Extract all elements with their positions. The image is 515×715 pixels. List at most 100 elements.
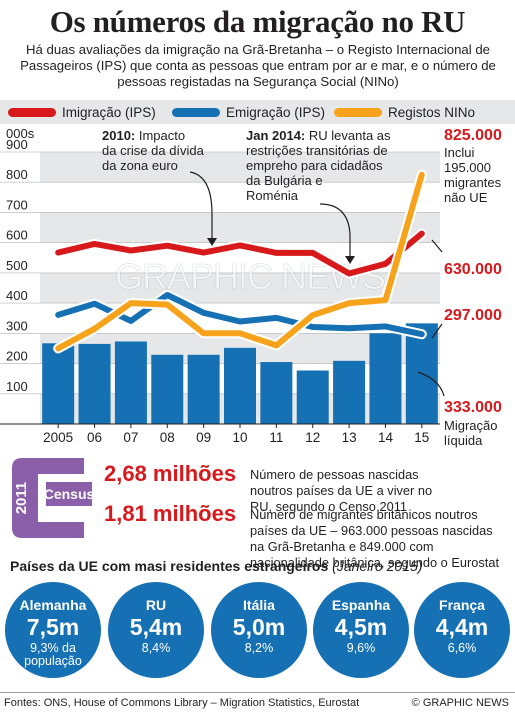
country-circle-france: França 4,4m 6,6% <box>414 582 510 678</box>
annotation-2010-line2: da crise da dívida <box>102 143 205 158</box>
legend-label-emigration: Emigração (IPS) <box>226 104 326 120</box>
country-pop: 7,5m <box>26 614 80 640</box>
series-line-imigra-o-ips- <box>55 230 425 277</box>
y-tick-label: 700 <box>6 197 28 212</box>
x-tick-label: 10 <box>232 430 247 445</box>
x-tick-label: 11 <box>269 430 283 445</box>
bar-net-migration <box>296 370 329 424</box>
bar-net-migration <box>114 341 147 424</box>
annotation-2014-arrow <box>345 256 355 264</box>
legend-label-immigration: Imigração (IPS) <box>62 104 156 120</box>
bar-net-migration <box>260 362 293 424</box>
legend-item-nino: Registos NINo <box>334 100 475 124</box>
country-circle-germany: Alemanha 7,5m 9,3% da população <box>5 582 101 678</box>
y-tick-label: 800 <box>6 167 28 182</box>
y-axis-unit: 000s <box>6 126 35 141</box>
stat-census-text: Número de pessoas nascidas noutros paíse… <box>250 467 433 514</box>
country-circle-spain: Espanha 4,5m 9,6% <box>313 582 409 678</box>
country-pct: 8,4% <box>141 641 171 655</box>
page-title: Os números da migração no RU <box>49 4 466 39</box>
census-label: Census <box>44 486 94 502</box>
x-tick-label: 06 <box>87 430 102 445</box>
stat-census-value: 2,68 milhões <box>104 461 237 486</box>
label-nino-note: não UE <box>444 190 488 205</box>
country-name: Alemanha <box>19 597 87 613</box>
country-name: RU <box>145 597 167 613</box>
legend-swatch-emigration <box>172 107 220 117</box>
y-tick-label: 600 <box>6 228 28 243</box>
bar-net-migration <box>187 354 220 424</box>
stat-eurostat-text: Número de migrantes britânicos noutros p… <box>250 507 500 570</box>
label-immigration-leader <box>431 239 443 253</box>
country-pct: 9,6% <box>346 641 376 655</box>
annotation-2010-leader <box>189 171 213 242</box>
footer-source: Fontes: ONS, House of Commons Library – … <box>4 697 360 709</box>
y-tick-label: 400 <box>6 288 28 303</box>
bar-net-migration <box>151 354 184 424</box>
y-tick-label: 100 <box>6 379 28 394</box>
country-circle-uk: RU 5,4m 8,4% <box>108 582 204 678</box>
bar-net-migration <box>333 360 366 424</box>
y-tick-label: 500 <box>6 258 28 273</box>
annotation-2014-line5: Roménia <box>246 188 299 203</box>
x-tick-label: 12 <box>305 430 320 445</box>
legend-item-emigration: Emigração (IPS) <box>172 100 325 124</box>
x-tick-label: 15 <box>414 430 429 445</box>
country-circle-italy: Itália 5,0m 8,2% <box>211 582 307 678</box>
country-pop: 4,4m <box>435 614 489 640</box>
x-tick-label: 13 <box>342 430 357 445</box>
label-nino-note: 195.000 <box>444 160 491 175</box>
label-nino-note: migrantes <box>444 175 502 190</box>
x-tick-label: 07 <box>123 430 138 445</box>
label-emigration-2015: 297.000 <box>444 307 502 324</box>
country-pop: 5,4m <box>129 614 183 640</box>
x-tick-label: 08 <box>160 430 175 445</box>
countries-title: Países da UE com masi residentes estrang… <box>10 558 422 574</box>
legend-label-nino: Registos NINo <box>388 104 476 120</box>
annotation-2010-line1: 2010: Impacto <box>102 128 185 143</box>
label-net-migration-note: Migração <box>444 418 497 433</box>
legend-swatch-nino <box>334 107 382 117</box>
label-nino-note: Inclui <box>444 145 474 160</box>
label-net-migration-leader <box>417 371 445 397</box>
country-pct: 9,3% da população <box>24 641 82 668</box>
countries-date: (Janeiro 2015) <box>332 558 423 574</box>
country-pop: 5,0m <box>232 614 286 640</box>
legend: Imigração (IPS) Emigração (IPS) Registos… <box>0 100 515 124</box>
annotation-2010-arrow <box>207 238 217 246</box>
watermark: GRAPHIC NEWS <box>115 256 385 297</box>
annotation-2014-line4: da Bulgária e <box>246 173 323 188</box>
legend-item-immigration: Imigração (IPS) <box>8 100 156 124</box>
y-tick-label: 900 <box>6 137 28 152</box>
y-tick-label: 300 <box>6 318 28 333</box>
annotation-2010-line3: da zona euro <box>102 158 178 173</box>
x-tick-label: 14 <box>378 430 394 445</box>
series-line-registos-nino <box>55 171 425 352</box>
annotation-2014-leader <box>319 203 351 260</box>
y-tick-label: 200 <box>6 349 28 364</box>
annotation-2014-line1: Jan 2014: RU levanta as <box>246 128 391 143</box>
page-subtitle: Há duas avaliações da imigração na Grã-B… <box>20 42 496 89</box>
label-emigration-leader <box>431 323 443 339</box>
label-net-migration-note: líquida <box>444 433 483 448</box>
census-logo: Census 2011 <box>2 452 94 544</box>
stat-eurostat-value: 1,81 milhões <box>104 501 237 526</box>
label-nino-peak: 825.000 <box>444 127 502 144</box>
bar-net-migration <box>78 343 111 424</box>
countries-title-text: Países da UE com masi residentes estrang… <box>10 558 329 574</box>
country-name: Itália <box>243 597 275 613</box>
annotation-2014-line3: empreho para cidadãos <box>246 158 383 173</box>
annotation-2014-line2: restrições transitórias de <box>246 143 388 158</box>
country-pop: 4,5m <box>334 614 388 640</box>
country-name: Espanha <box>331 597 391 613</box>
bar-net-migration <box>224 347 256 424</box>
bar-net-migration <box>42 343 75 424</box>
grid-band <box>40 152 440 183</box>
country-pct: 6,6% <box>447 641 477 655</box>
bar-net-migration <box>369 333 402 424</box>
footer-divider <box>0 692 515 693</box>
legend-swatch-immigration <box>8 107 56 117</box>
census-year: 2011 <box>13 482 30 515</box>
country-pct: 8,2% <box>244 641 274 655</box>
